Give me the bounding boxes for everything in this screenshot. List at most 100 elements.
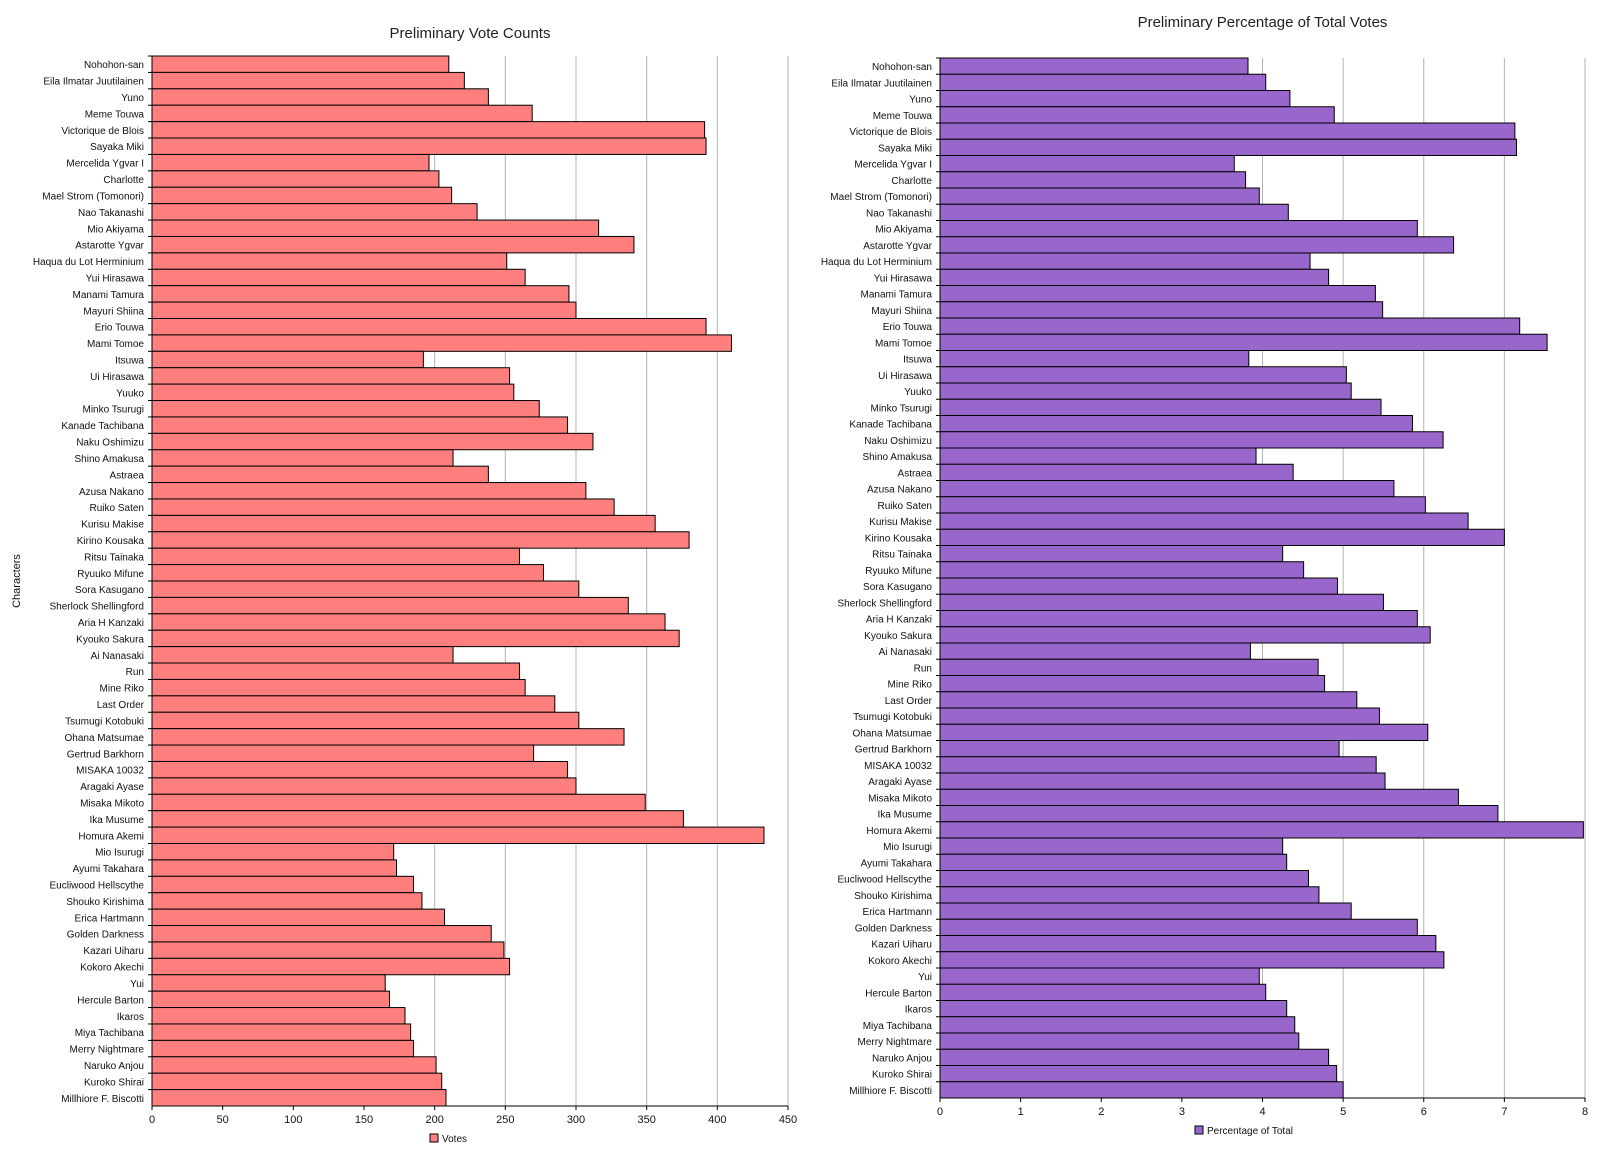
category-label: Hercule Barton	[865, 988, 932, 999]
bar	[939, 691, 1358, 709]
category-label: Aragaki Ayase	[868, 777, 932, 788]
bar	[939, 431, 1444, 449]
category-label: Ritsu Tainaka	[84, 552, 144, 563]
bar	[939, 805, 1499, 823]
bar	[151, 974, 386, 992]
category-label: Mine Riko	[100, 684, 145, 695]
bar	[939, 171, 1247, 189]
bar	[151, 859, 398, 877]
bar	[939, 382, 1352, 400]
category-label: Erio Touwa	[883, 322, 933, 333]
bar	[151, 416, 569, 434]
x-tick-label: 8	[1582, 1106, 1588, 1118]
bar	[151, 892, 423, 910]
bar	[151, 531, 690, 549]
bar	[939, 333, 1548, 351]
category-label: Gertrud Barkhorn	[67, 749, 144, 760]
bar	[151, 1039, 414, 1058]
bar	[151, 580, 580, 598]
category-label: MISAKA 10032	[76, 766, 144, 777]
category-label: Kurisu Makise	[869, 517, 932, 528]
bar	[151, 88, 489, 106]
bar	[151, 826, 765, 845]
category-label: Ai Nanasaki	[91, 651, 144, 662]
x-tick-label: 400	[708, 1114, 726, 1126]
category-label: Golden Darkness	[67, 930, 144, 941]
bar	[151, 285, 570, 303]
category-label: Astarotte Ygvar	[75, 241, 144, 252]
bar	[151, 104, 533, 123]
bar	[151, 760, 569, 779]
bar	[151, 367, 511, 385]
bar	[151, 646, 454, 664]
bar	[939, 740, 1340, 758]
bar	[939, 853, 1288, 871]
legend-swatch	[1194, 1125, 1204, 1135]
category-label: Erio Touwa	[95, 323, 145, 334]
bar	[151, 514, 656, 533]
bar	[151, 71, 465, 90]
bar	[939, 317, 1521, 335]
bar	[939, 1065, 1338, 1083]
bar	[151, 613, 666, 631]
category-label: Erica Hartmann	[75, 913, 144, 924]
category-label: Hercule Barton	[77, 995, 144, 1006]
category-label: Haqua du Lot Herminium	[33, 257, 144, 268]
bar	[151, 121, 706, 139]
category-label: Tsumugi Kotobuki	[853, 712, 932, 723]
bar	[939, 837, 1284, 855]
bar	[151, 843, 395, 861]
bar	[939, 57, 1249, 75]
category-label: Naruko Anjou	[84, 1061, 144, 1072]
bar	[151, 908, 446, 927]
category-label: Victorique de Blois	[61, 126, 144, 137]
category-label: Sayaka Miki	[90, 142, 144, 153]
bar	[939, 788, 1459, 806]
category-label: Eila Ilmatar Juutilainen	[831, 78, 932, 89]
bar	[939, 301, 1384, 319]
bar	[151, 219, 600, 237]
category-label: Manami Tamura	[860, 290, 932, 301]
category-label: Merry Nightmare	[70, 1045, 145, 1056]
x-tick-label: 0	[149, 1114, 155, 1126]
bar	[939, 935, 1437, 953]
bar	[151, 252, 508, 270]
category-label: Ohana Matsumae	[853, 728, 933, 739]
x-tick-label: 0	[937, 1106, 943, 1118]
x-tick-label: 2	[1098, 1106, 1104, 1118]
category-label: Ui Hirasawa	[90, 372, 144, 383]
category-label: Minko Tsurugi	[870, 403, 932, 414]
category-label: Sherlock Shellingford	[838, 598, 933, 609]
bar	[939, 106, 1335, 124]
bar	[939, 415, 1413, 433]
bar	[939, 73, 1267, 91]
bar	[151, 334, 732, 352]
category-label: Mercelida Ygvar I	[66, 159, 144, 170]
category-label: Kazari Uiharu	[871, 940, 932, 951]
category-label: Mio Isurugi	[95, 848, 144, 859]
bar	[939, 658, 1319, 676]
category-label: Ayumi Takahara	[861, 858, 933, 869]
bar	[939, 155, 1235, 173]
bar	[151, 137, 707, 155]
bar	[151, 990, 390, 1009]
bar	[151, 793, 646, 812]
bar	[939, 268, 1330, 286]
bar	[939, 252, 1311, 270]
category-label: Ritsu Tainaka	[872, 550, 932, 561]
category-label: Ruiko Saten	[90, 503, 144, 514]
bar	[939, 1081, 1344, 1099]
category-label: Merry Nightmare	[858, 1037, 933, 1048]
category-label: Last Order	[885, 696, 933, 707]
x-tick-label: 150	[355, 1114, 373, 1126]
category-label: Kurisu Makise	[81, 520, 144, 531]
category-label: Nao Takanashi	[866, 208, 932, 219]
bar	[939, 398, 1382, 416]
bar	[939, 642, 1251, 660]
category-label: Shouko Kirishima	[66, 897, 144, 908]
category-label: Yuuko	[904, 387, 932, 398]
category-label: Shino Amakusa	[75, 454, 145, 465]
x-tick-label: 4	[1259, 1106, 1265, 1118]
category-label: Run	[914, 663, 932, 674]
